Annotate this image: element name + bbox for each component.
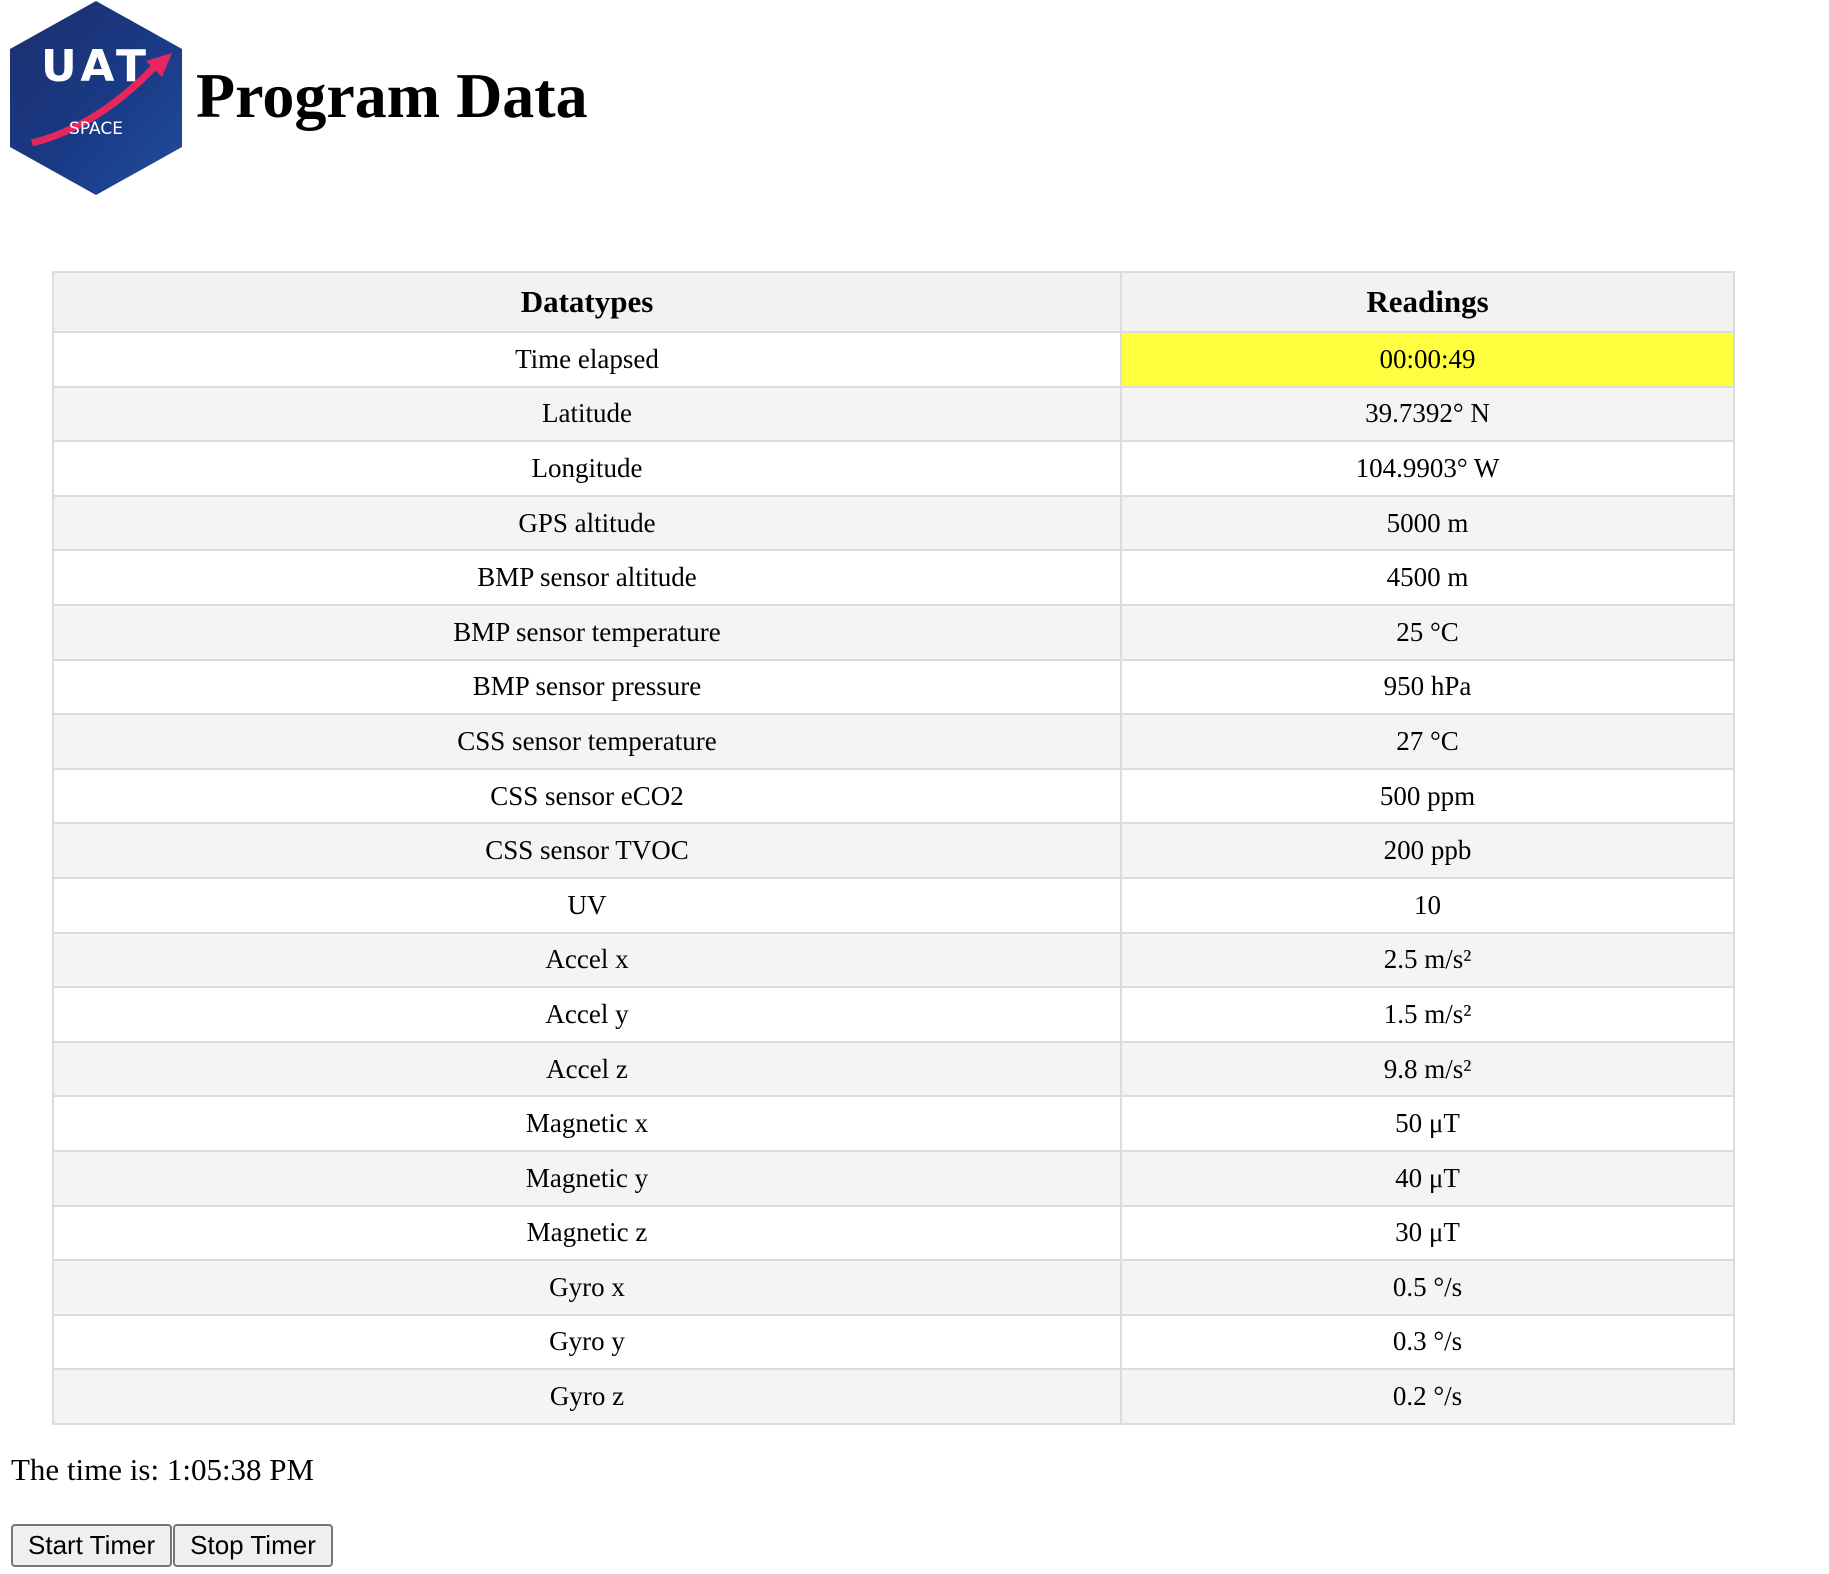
table-row: Accel x 2.5 m/s² xyxy=(52,931,1735,989)
table-row: Gyro z 0.2 °/s xyxy=(52,1368,1735,1425)
row-label: Longitude xyxy=(52,440,1122,497)
logo-text-space: SPACE xyxy=(69,119,123,139)
logo-text-uat: UAT xyxy=(41,41,151,92)
uat-space-logo: UAT SPACE xyxy=(10,0,182,195)
table-row: Longitude 104.9903° W xyxy=(52,440,1735,497)
table-row: Time elapsed 00:00:49 xyxy=(52,331,1735,388)
table-row: Magnetic y 40 μT xyxy=(52,1149,1735,1207)
row-value: 950 hPa xyxy=(1120,658,1735,716)
table-row: Gyro x 0.5 °/s xyxy=(52,1259,1735,1316)
time-elapsed-value: 00:00:49 xyxy=(1120,331,1735,388)
timer-controls: Start Timer Stop Timer xyxy=(11,1524,334,1567)
row-value: 500 ppm xyxy=(1120,767,1735,825)
row-label: BMP sensor pressure xyxy=(52,658,1122,716)
table-row: CSS sensor TVOC 200 ppb xyxy=(52,822,1735,879)
row-value: 2.5 m/s² xyxy=(1120,931,1735,989)
table-header-row: Datatypes Readings xyxy=(52,271,1735,333)
table-row: CSS sensor temperature 27 °C xyxy=(52,713,1735,770)
row-label: Magnetic z xyxy=(52,1204,1122,1262)
stop-timer-button[interactable]: Stop Timer xyxy=(173,1524,333,1567)
table-row: Accel y 1.5 m/s² xyxy=(52,986,1735,1043)
table-row: Accel z 9.8 m/s² xyxy=(52,1040,1735,1098)
row-label: Latitude xyxy=(52,385,1122,443)
table-row: GPS altitude 5000 m xyxy=(52,494,1735,552)
table-row: BMP sensor altitude 4500 m xyxy=(52,549,1735,606)
readings-table: Datatypes Readings Time elapsed 00:00:49 … xyxy=(52,271,1735,1425)
row-label: GPS altitude xyxy=(52,494,1122,552)
column-header-datatypes: Datatypes xyxy=(52,271,1122,333)
row-value: 39.7392° N xyxy=(1120,385,1735,443)
column-header-readings: Readings xyxy=(1120,271,1735,333)
row-value: 10 xyxy=(1120,876,1735,934)
row-label: Magnetic y xyxy=(52,1149,1122,1207)
table-row: BMP sensor pressure 950 hPa xyxy=(52,658,1735,716)
current-time-text: The time is: 1:05:38 PM xyxy=(11,1452,315,1487)
table-row: Latitude 39.7392° N xyxy=(52,385,1735,443)
table-row: Gyro y 0.3 °/s xyxy=(52,1313,1735,1371)
row-label: Accel x xyxy=(52,931,1122,989)
table-row: Magnetic z 30 μT xyxy=(52,1204,1735,1262)
row-value: 5000 m xyxy=(1120,494,1735,552)
row-label: Gyro y xyxy=(52,1313,1122,1371)
row-value: 50 μT xyxy=(1120,1095,1735,1152)
row-label: BMP sensor temperature xyxy=(52,603,1122,661)
page-header: UAT SPACE Program Data xyxy=(10,0,588,195)
row-label: Gyro x xyxy=(52,1259,1122,1316)
table-row: UV 10 xyxy=(52,876,1735,934)
row-value: 0.3 °/s xyxy=(1120,1313,1735,1371)
row-label: BMP sensor altitude xyxy=(52,549,1122,606)
row-label: Gyro z xyxy=(52,1368,1122,1425)
row-label: Accel z xyxy=(52,1040,1122,1098)
row-value: 1.5 m/s² xyxy=(1120,986,1735,1043)
row-label: CSS sensor eCO2 xyxy=(52,767,1122,825)
row-value: 0.2 °/s xyxy=(1120,1368,1735,1425)
row-value: 30 μT xyxy=(1120,1204,1735,1262)
row-label: Time elapsed xyxy=(52,331,1122,388)
row-label: UV xyxy=(52,876,1122,934)
row-value: 25 °C xyxy=(1120,603,1735,661)
row-label: Magnetic x xyxy=(52,1095,1122,1152)
start-timer-button[interactable]: Start Timer xyxy=(11,1524,173,1567)
table-row: Magnetic x 50 μT xyxy=(52,1095,1735,1152)
row-label: CSS sensor TVOC xyxy=(52,822,1122,879)
row-value: 200 ppb xyxy=(1120,822,1735,879)
row-value: 9.8 m/s² xyxy=(1120,1040,1735,1098)
row-label: CSS sensor temperature xyxy=(52,713,1122,770)
row-value: 0.5 °/s xyxy=(1120,1259,1735,1316)
row-value: 40 μT xyxy=(1120,1149,1735,1207)
table-row: BMP sensor temperature 25 °C xyxy=(52,603,1735,661)
row-label: Accel y xyxy=(52,986,1122,1043)
row-value: 27 °C xyxy=(1120,713,1735,770)
page-title: Program Data xyxy=(196,59,588,131)
table-row: CSS sensor eCO2 500 ppm xyxy=(52,767,1735,825)
row-value: 4500 m xyxy=(1120,549,1735,606)
row-value: 104.9903° W xyxy=(1120,440,1735,497)
